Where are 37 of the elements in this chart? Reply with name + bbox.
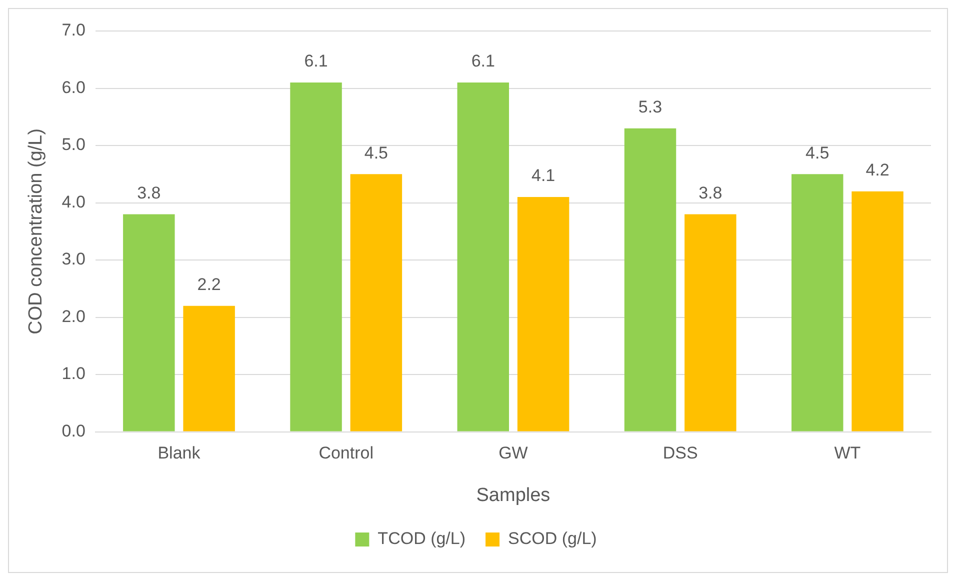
y-axis-title: COD concentration (g/L) <box>26 128 47 334</box>
bar <box>457 82 510 432</box>
data-label: 4.5 <box>806 143 830 162</box>
data-label: 4.1 <box>531 166 556 186</box>
bar <box>852 191 904 432</box>
x-tick-label: Blank <box>158 444 201 463</box>
x-axis-title: Samples <box>476 484 550 506</box>
bar <box>517 197 570 432</box>
data-label: 2.2 <box>197 275 221 294</box>
bar <box>791 174 844 432</box>
x-tick-label: Control <box>318 444 374 463</box>
y-tick-label: 7.0 <box>62 20 86 40</box>
data-label: 4.2 <box>866 160 890 180</box>
bar <box>290 82 342 432</box>
x-tick-label: WT <box>834 444 861 463</box>
legend-label: TCOD (g/L) <box>378 529 466 548</box>
data-label: 3.8 <box>698 183 722 202</box>
x-tick-label: GW <box>498 444 528 463</box>
bar <box>183 306 235 432</box>
y-tick-label: 3.0 <box>62 250 86 269</box>
bar <box>123 214 175 432</box>
data-label: 6.1 <box>471 52 495 71</box>
bar <box>350 174 402 432</box>
data-label: 6.1 <box>304 52 328 71</box>
y-tick-label: 4.0 <box>62 192 86 212</box>
y-tick-label: 2.0 <box>62 306 86 326</box>
data-label: 4.5 <box>364 143 388 162</box>
legend-label: SCOD (g/L) <box>508 529 597 548</box>
y-tick-label: 5.0 <box>62 135 86 154</box>
y-tick-label: 6.0 <box>62 78 86 97</box>
y-tick-label: 0.0 <box>62 421 86 440</box>
y-tick-label: 1.0 <box>62 364 86 384</box>
data-label: 5.3 <box>638 98 662 117</box>
bar <box>684 214 736 432</box>
bar <box>624 128 676 432</box>
x-tick-label: DSS <box>662 444 698 463</box>
data-label: 3.8 <box>137 183 161 202</box>
